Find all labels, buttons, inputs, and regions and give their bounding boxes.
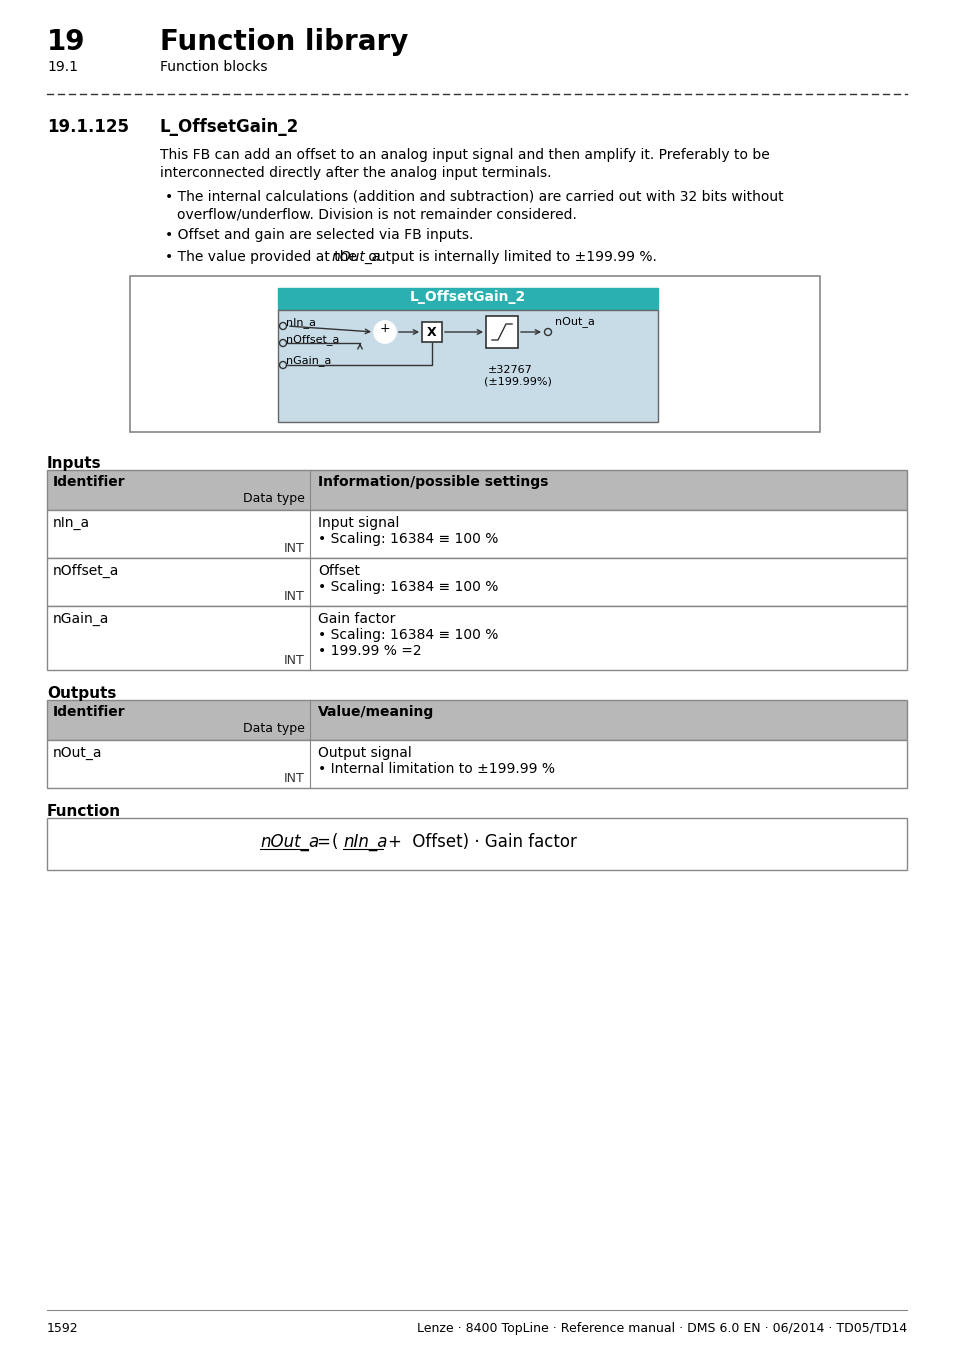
Text: Outputs: Outputs bbox=[47, 686, 116, 701]
Text: Offset: Offset bbox=[317, 564, 359, 578]
Bar bbox=[277, 288, 658, 311]
Text: INT: INT bbox=[284, 772, 305, 784]
Text: X: X bbox=[427, 325, 436, 339]
Text: • Scaling: 16384 ≡ 100 %: • Scaling: 16384 ≡ 100 % bbox=[317, 580, 497, 594]
Text: =: = bbox=[315, 833, 330, 851]
Text: nIn_a: nIn_a bbox=[53, 516, 90, 531]
Text: nOut_a: nOut_a bbox=[331, 250, 380, 265]
Text: INT: INT bbox=[284, 590, 305, 603]
Text: • Scaling: 16384 ≡ 100 %: • Scaling: 16384 ≡ 100 % bbox=[317, 532, 497, 545]
Text: nIn_a: nIn_a bbox=[286, 317, 315, 328]
Text: nGain_a: nGain_a bbox=[286, 355, 331, 366]
Text: nIn_a: nIn_a bbox=[343, 833, 387, 851]
Text: Data type: Data type bbox=[243, 491, 305, 505]
Text: • The internal calculations (addition and subtraction) are carried out with 32 b: • The internal calculations (addition an… bbox=[165, 190, 782, 204]
Text: • Scaling: 16384 ≡ 100 %: • Scaling: 16384 ≡ 100 % bbox=[317, 628, 497, 643]
Text: nGain_a: nGain_a bbox=[53, 612, 110, 626]
Text: This FB can add an offset to an analog input signal and then amplify it. Prefera: This FB can add an offset to an analog i… bbox=[160, 148, 769, 162]
Text: INT: INT bbox=[284, 541, 305, 555]
Text: +  Offset) · Gain factor: + Offset) · Gain factor bbox=[388, 833, 577, 851]
Bar bbox=[47, 818, 906, 869]
Text: Identifier: Identifier bbox=[53, 475, 126, 489]
Text: 19.1.125: 19.1.125 bbox=[47, 117, 129, 136]
Text: ±32767: ±32767 bbox=[488, 364, 532, 375]
Text: interconnected directly after the analog input terminals.: interconnected directly after the analog… bbox=[160, 166, 551, 180]
Text: nOut_a: nOut_a bbox=[53, 747, 102, 760]
Bar bbox=[47, 470, 906, 510]
Text: 19.1: 19.1 bbox=[47, 59, 78, 74]
Text: Inputs: Inputs bbox=[47, 456, 102, 471]
Text: • Offset and gain are selected via FB inputs.: • Offset and gain are selected via FB in… bbox=[165, 228, 473, 242]
Bar bbox=[47, 740, 906, 788]
Text: overflow/underflow. Division is not remainder considered.: overflow/underflow. Division is not rema… bbox=[177, 207, 577, 221]
Text: L_OffsetGain_2: L_OffsetGain_2 bbox=[160, 117, 299, 136]
Text: nOffset_a: nOffset_a bbox=[53, 564, 119, 578]
Text: Function blocks: Function blocks bbox=[160, 59, 267, 74]
Text: Data type: Data type bbox=[243, 722, 305, 734]
Text: Identifier: Identifier bbox=[53, 705, 126, 720]
Text: Information/possible settings: Information/possible settings bbox=[317, 475, 548, 489]
Bar bbox=[47, 510, 906, 558]
Bar bbox=[47, 701, 906, 740]
Circle shape bbox=[374, 321, 395, 343]
Bar bbox=[277, 310, 658, 423]
Bar bbox=[47, 606, 906, 670]
Bar bbox=[421, 323, 441, 342]
Text: 1592: 1592 bbox=[47, 1322, 78, 1335]
Text: output is internally limited to ±199.99 %.: output is internally limited to ±199.99 … bbox=[364, 250, 657, 265]
Text: Function: Function bbox=[47, 805, 121, 819]
Bar bbox=[47, 558, 906, 606]
Bar bbox=[130, 275, 820, 432]
Text: Gain factor: Gain factor bbox=[317, 612, 395, 626]
Text: INT: INT bbox=[284, 653, 305, 667]
Text: • The value provided at the: • The value provided at the bbox=[165, 250, 361, 265]
Text: Lenze · 8400 TopLine · Reference manual · DMS 6.0 EN · 06/2014 · TD05/TD14: Lenze · 8400 TopLine · Reference manual … bbox=[416, 1322, 906, 1335]
Text: Function library: Function library bbox=[160, 28, 408, 55]
Text: • Internal limitation to ±199.99 %: • Internal limitation to ±199.99 % bbox=[317, 761, 555, 776]
Text: L_OffsetGain_2: L_OffsetGain_2 bbox=[410, 290, 525, 304]
Text: +: + bbox=[379, 321, 390, 335]
Text: 19: 19 bbox=[47, 28, 86, 55]
Text: nOut_a: nOut_a bbox=[555, 316, 595, 327]
Text: • 199.99 % =2: • 199.99 % =2 bbox=[317, 644, 421, 657]
Text: (±199.99%): (±199.99%) bbox=[483, 377, 551, 386]
Text: nOffset_a: nOffset_a bbox=[286, 333, 339, 344]
Text: Value/meaning: Value/meaning bbox=[317, 705, 434, 720]
Text: Output signal: Output signal bbox=[317, 747, 412, 760]
Text: nOut_a: nOut_a bbox=[260, 833, 319, 851]
Text: (: ( bbox=[332, 833, 338, 851]
Text: Input signal: Input signal bbox=[317, 516, 399, 531]
Bar bbox=[485, 316, 517, 348]
